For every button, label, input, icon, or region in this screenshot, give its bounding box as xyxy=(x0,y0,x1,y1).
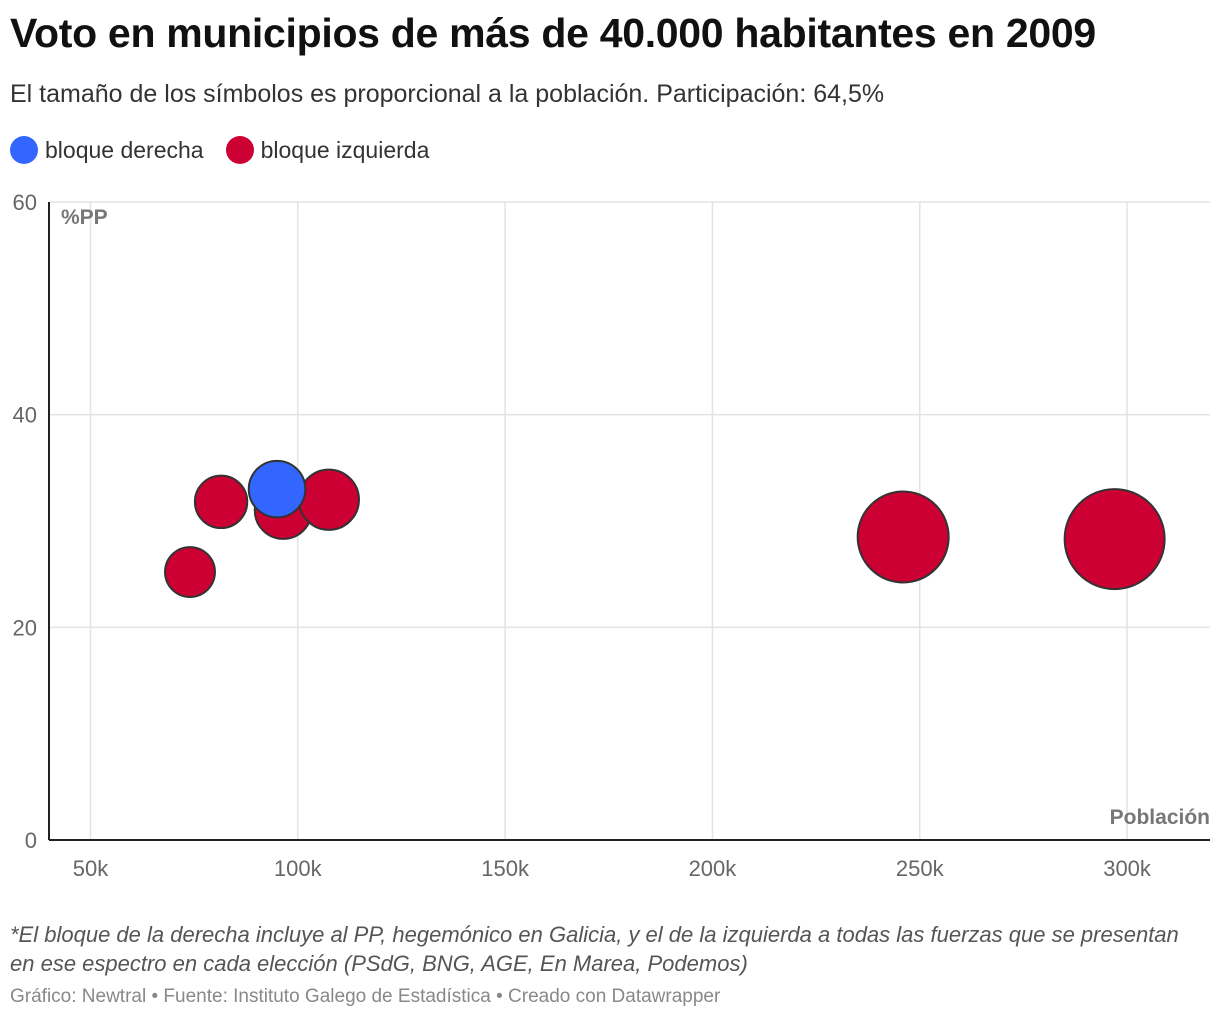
x-tick-label: 150k xyxy=(481,856,530,881)
y-tick-label: 20 xyxy=(13,615,37,640)
legend-swatch-izquierda xyxy=(225,136,254,164)
bubble-bloque-izquierda xyxy=(1063,488,1166,591)
y-tick-label: 60 xyxy=(13,190,37,215)
y-tick-label: 40 xyxy=(13,403,37,428)
bubble-bloque-izquierda xyxy=(164,546,216,598)
chart-notes: *El bloque de la derecha incluye al PP, … xyxy=(10,922,1179,976)
y-tick-label: 0 xyxy=(25,828,37,853)
x-tick-label: 200k xyxy=(689,856,738,881)
legend-item-izquierda: bloque izquierda xyxy=(225,136,430,164)
bubble-bloque-derecha xyxy=(247,459,307,519)
x-tick-label: 250k xyxy=(896,856,945,881)
bubble-bloque-izquierda xyxy=(193,474,249,530)
x-axis-title: Población xyxy=(1110,806,1210,829)
legend-swatch-derecha xyxy=(10,136,38,164)
x-tick-label: 100k xyxy=(274,856,323,881)
x-tick-label: 300k xyxy=(1103,856,1152,881)
chart-subtitle: El tamaño de los símbolos es proporciona… xyxy=(10,80,885,108)
legend-label-izquierda: bloque izquierda xyxy=(260,136,430,163)
x-tick-label: 50k xyxy=(73,856,109,881)
bubble-bloque-izquierda xyxy=(297,468,360,531)
y-axis-title: %PP xyxy=(61,206,108,229)
bubble-bloque-izquierda xyxy=(856,490,950,584)
scatter-chart: 0 20 40 60 50k 100k 150k 200k 250k 300k %PP Poblaci… xyxy=(13,190,1210,881)
legend: bloque derecha bloque izquierda xyxy=(10,136,451,164)
legend-item-derecha: bloque derecha xyxy=(10,136,204,164)
chart-title: Voto en municipios de más de 40.000 habi… xyxy=(10,10,1096,56)
legend-label-derecha: bloque derecha xyxy=(45,136,204,163)
chart-footer: Gráfico: Newtral • Fuente: Instituto Gal… xyxy=(10,986,721,1007)
